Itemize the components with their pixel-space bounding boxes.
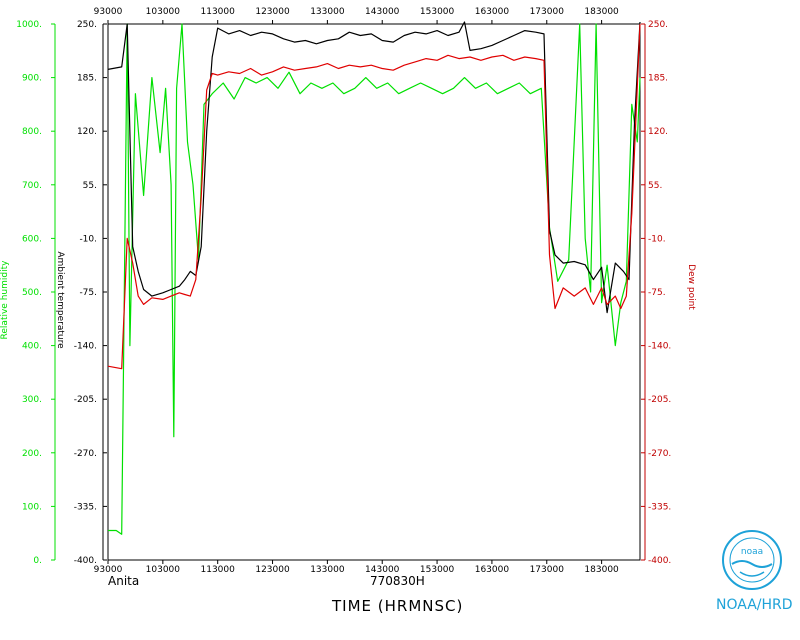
dewpoint-tick-label: -140.: [648, 342, 671, 352]
rh-tick-label: 500.: [22, 288, 42, 298]
x-tick-label: 183000: [584, 565, 619, 575]
ambient-tick-label: 250.: [77, 20, 97, 30]
x-tick-label-top: 143000: [365, 7, 400, 17]
logo-wordmark: noaa: [741, 547, 763, 557]
dew-point-line: [107, 23, 641, 370]
x-tick-label-top: 103000: [146, 7, 181, 17]
dewpoint-tick-label: -400.: [648, 556, 671, 566]
dewpoint-tick-label: 120.: [648, 127, 668, 137]
rh-tick-label: 1000.: [16, 20, 42, 30]
x-tick-label: 123000: [255, 565, 290, 575]
x-tick-label-top: 133000: [310, 7, 345, 17]
rh-tick-label: 0.: [33, 556, 42, 566]
rh-tick-label: 400.: [22, 342, 42, 352]
x-tick-label: 93000: [94, 565, 123, 575]
dewpoint-tick-label: -75.: [648, 288, 666, 298]
x-tick-label-top: 123000: [255, 7, 290, 17]
dewpoint-tick-label: 55.: [648, 181, 662, 191]
rh-axis-title: Relative humidity: [0, 260, 10, 340]
ambient-axis-title: Ambient temperature: [55, 251, 65, 349]
axis-titles: Relative humidity Ambient temperature Dew …: [0, 251, 696, 349]
x-tick-label: 173000: [530, 565, 565, 575]
ambient-tick-label: -335.: [74, 502, 97, 512]
plot-frame: [54, 23, 646, 561]
dewpoint-tick-label: -10.: [648, 234, 666, 244]
x-tick-label-top: 93000: [94, 7, 123, 17]
storm-name: Anita: [108, 574, 140, 588]
x-tick-label: 133000: [310, 565, 345, 575]
dewpoint-tick-label: -270.: [648, 449, 671, 459]
dewpoint-tick-label: -205.: [648, 395, 671, 405]
ambient-tick-label: -400.: [74, 556, 97, 566]
rh-tick-label: 200.: [22, 449, 42, 459]
rh-tick-label: 900.: [22, 74, 42, 84]
rh-line: [108, 23, 641, 535]
dewpoint-tick-label: -335.: [648, 502, 671, 512]
ambient-tick-label: -10.: [79, 234, 97, 244]
rh-tick-label: 300.: [22, 395, 42, 405]
dewpoint-tick-label: 185.: [648, 74, 668, 84]
rh-tick-label: 600.: [22, 234, 42, 244]
x-tick-label-top: 153000: [420, 7, 455, 17]
rh-tick-label: 700.: [22, 181, 42, 191]
rh-tick-label: 100.: [22, 502, 42, 512]
agency-label: NOAA/HRD: [716, 597, 793, 613]
ambient-tick-label: 185.: [77, 74, 97, 84]
x-tick-label: 153000: [420, 565, 455, 575]
noaa-logo-icon: noaa: [722, 530, 782, 590]
x-axis-title: TIME (HRMNSC): [332, 597, 464, 615]
ambient-tick-label: -205.: [74, 395, 97, 405]
x-tick-label: 103000: [146, 565, 181, 575]
axis-ticks: 93000 93000 103000 103000 113000 113000 123000…: [16, 7, 671, 575]
series-lines: [107, 21, 641, 535]
x-tick-label-top: 183000: [584, 7, 619, 17]
x-tick-label: 143000: [365, 565, 400, 575]
x-tick-label-top: 173000: [530, 7, 565, 17]
x-tick-label: 113000: [201, 565, 236, 575]
x-tick-label-top: 113000: [201, 7, 236, 17]
ambient-tick-label: -140.: [74, 342, 97, 352]
flight-id: 770830H: [370, 574, 425, 588]
ambient-tick-label: 55.: [83, 181, 97, 191]
ambient-tick-label: -270.: [74, 449, 97, 459]
x-tick-label-top: 163000: [475, 7, 510, 17]
dewpoint-tick-label: 250.: [648, 20, 668, 30]
x-tick-label: 163000: [475, 565, 510, 575]
ambient-tick-label: 120.: [77, 127, 97, 137]
ambient-temperature-line: [107, 21, 641, 314]
ambient-tick-label: -75.: [79, 288, 97, 298]
dewpoint-axis-title: Dew point: [686, 264, 696, 310]
plot-border: [107, 23, 641, 561]
rh-tick-label: 800.: [22, 127, 42, 137]
